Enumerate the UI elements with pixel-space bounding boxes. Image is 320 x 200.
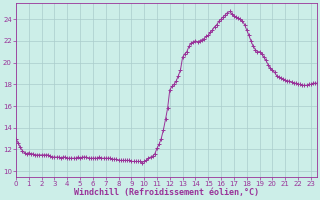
X-axis label: Windchill (Refroidissement éolien,°C): Windchill (Refroidissement éolien,°C) <box>74 188 259 197</box>
